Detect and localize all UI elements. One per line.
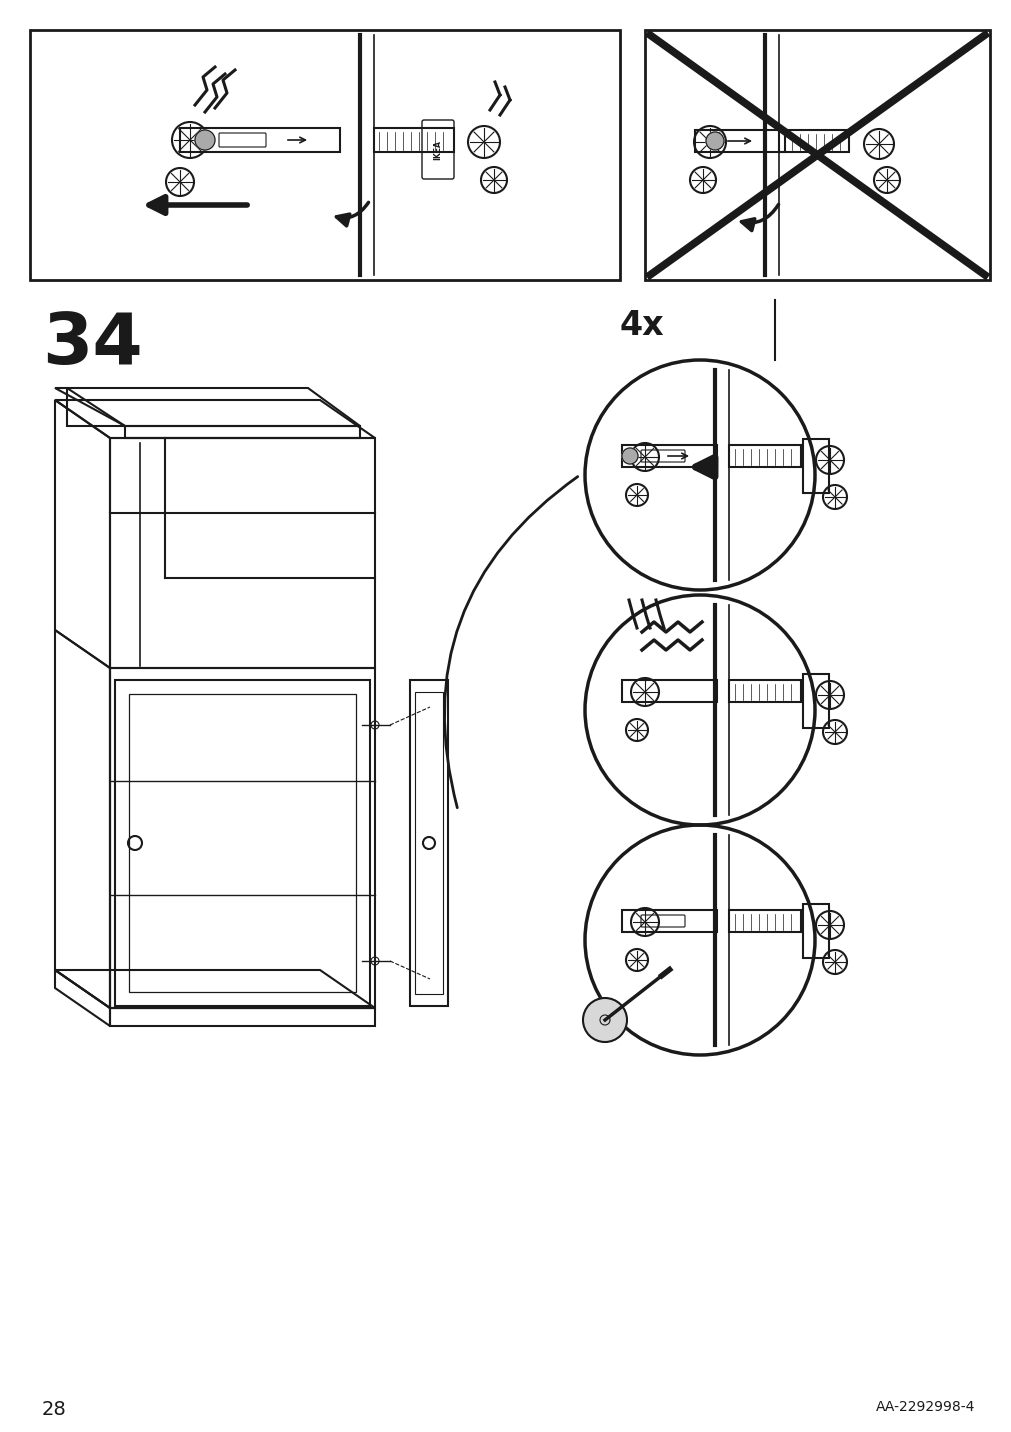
Bar xyxy=(728,445,801,467)
Bar xyxy=(622,680,716,702)
Text: 28: 28 xyxy=(42,1400,67,1419)
Circle shape xyxy=(582,998,627,1042)
Bar xyxy=(802,904,828,958)
Text: AA-2292998-4: AA-2292998-4 xyxy=(875,1400,974,1413)
Bar xyxy=(802,674,828,727)
Bar xyxy=(30,30,620,281)
Bar xyxy=(622,909,716,932)
Text: 4x: 4x xyxy=(620,309,664,342)
Circle shape xyxy=(195,130,214,150)
Text: IKEA: IKEA xyxy=(433,140,442,160)
Bar xyxy=(728,680,801,702)
Bar xyxy=(374,127,454,152)
Bar xyxy=(695,130,785,152)
Bar xyxy=(728,909,801,932)
Circle shape xyxy=(706,132,723,150)
Bar xyxy=(644,30,989,281)
Bar xyxy=(622,445,716,467)
Circle shape xyxy=(622,448,637,464)
Bar xyxy=(802,440,828,493)
Bar xyxy=(180,127,340,152)
Bar xyxy=(778,130,848,152)
Text: 34: 34 xyxy=(42,309,143,379)
